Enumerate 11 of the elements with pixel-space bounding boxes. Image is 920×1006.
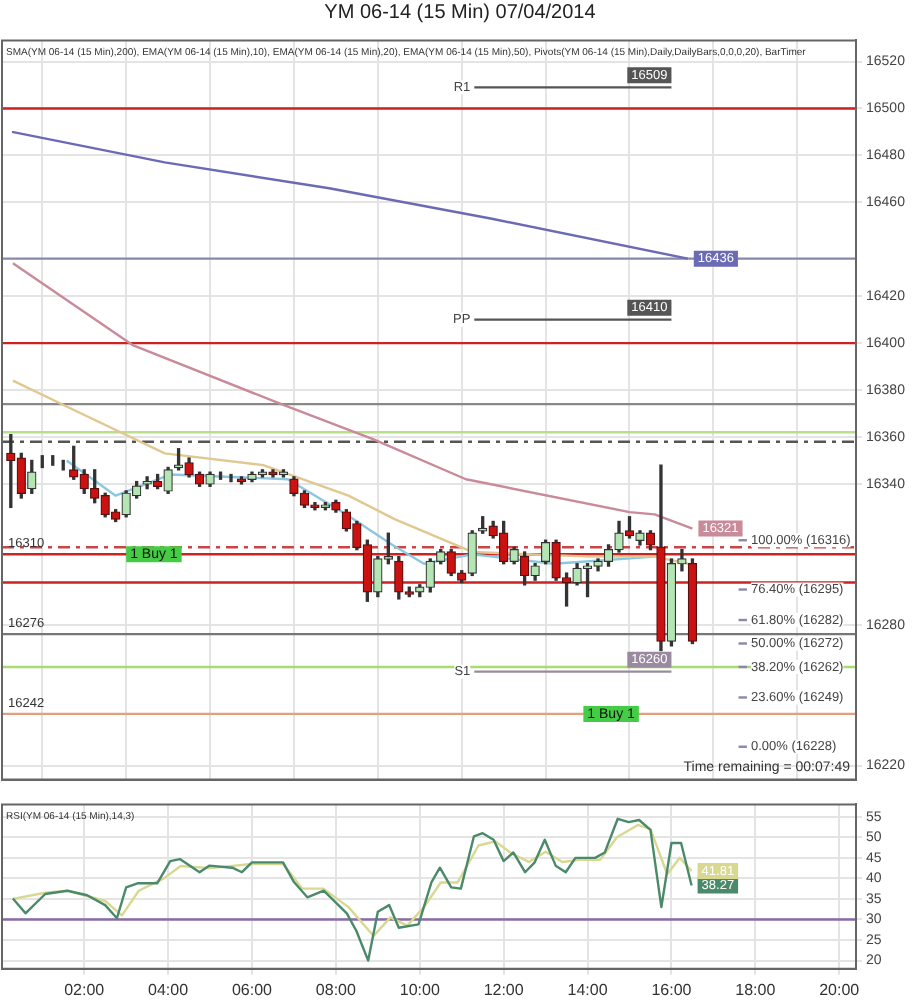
- x-tick-label: 02:00: [64, 980, 106, 999]
- x-tick-label: 20:00: [819, 980, 861, 999]
- x-tick-label: 06:00: [231, 980, 274, 999]
- chart-title: YM 06-14 (15 Min) 07/04/2014: [322, 0, 598, 28]
- x-tick-label: 10:00: [399, 980, 441, 999]
- x-tick-label: 18:00: [735, 980, 777, 999]
- x-tick-label: 08:00: [315, 980, 357, 999]
- x-tick-label: 16:00: [651, 980, 693, 999]
- x-tick-label: 04:00: [148, 980, 190, 999]
- x-tick-label: 14:00: [567, 980, 609, 999]
- x-tick-label: 12:00: [483, 980, 525, 999]
